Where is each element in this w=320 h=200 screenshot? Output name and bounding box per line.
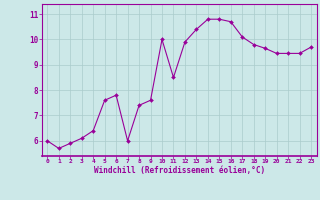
X-axis label: Windchill (Refroidissement éolien,°C): Windchill (Refroidissement éolien,°C) — [94, 166, 265, 175]
